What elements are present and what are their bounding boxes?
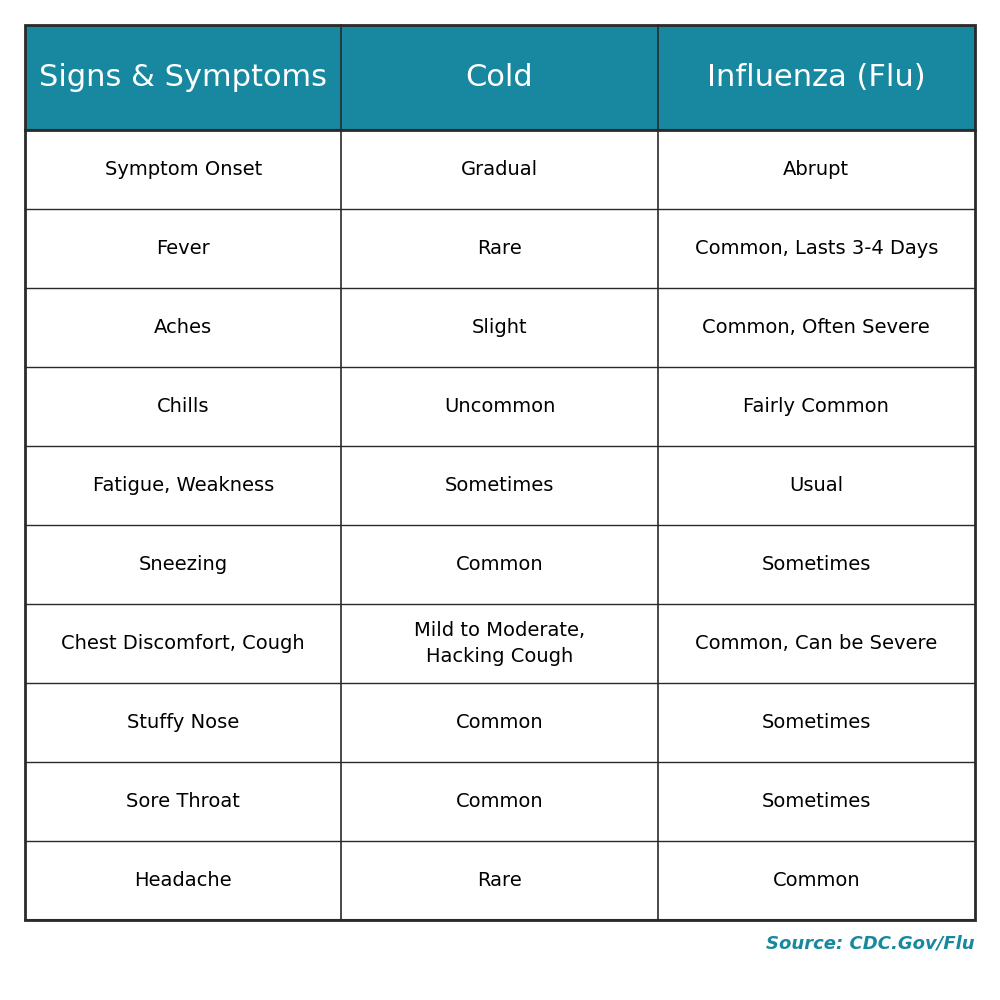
Text: Common, Often Severe: Common, Often Severe	[702, 318, 930, 337]
Text: Common, Lasts 3-4 Days: Common, Lasts 3-4 Days	[695, 239, 938, 258]
Text: Cold: Cold	[466, 63, 533, 92]
Text: Common: Common	[456, 555, 543, 574]
Text: Gradual: Gradual	[461, 160, 538, 179]
Text: Source: CDC.Gov/Flu: Source: CDC.Gov/Flu	[766, 935, 975, 953]
Text: Common: Common	[456, 713, 543, 732]
Text: Symptom Onset: Symptom Onset	[105, 160, 262, 179]
Bar	[25, 130, 975, 920]
Text: Aches: Aches	[154, 318, 212, 337]
Text: Headache: Headache	[134, 871, 232, 890]
Text: Sometimes: Sometimes	[762, 555, 871, 574]
Text: Stuffy Nose: Stuffy Nose	[127, 713, 239, 732]
Text: Usual: Usual	[789, 476, 843, 495]
Text: Signs & Symptoms: Signs & Symptoms	[39, 63, 327, 92]
Text: Sometimes: Sometimes	[445, 476, 554, 495]
Text: Sometimes: Sometimes	[762, 713, 871, 732]
Text: Fairly Common: Fairly Common	[743, 397, 889, 416]
Text: Slight: Slight	[472, 318, 527, 337]
Text: Common, Can be Severe: Common, Can be Severe	[695, 634, 937, 653]
Text: Rare: Rare	[477, 871, 522, 890]
Text: Sneezing: Sneezing	[139, 555, 228, 574]
Text: Uncommon: Uncommon	[444, 397, 555, 416]
Text: Influenza (Flu): Influenza (Flu)	[707, 63, 926, 92]
Text: Mild to Moderate,
Hacking Cough: Mild to Moderate, Hacking Cough	[414, 621, 585, 666]
Text: Abrupt: Abrupt	[783, 160, 849, 179]
Text: Sometimes: Sometimes	[762, 792, 871, 811]
Text: Fever: Fever	[156, 239, 210, 258]
Text: Common: Common	[773, 871, 860, 890]
Text: Common: Common	[456, 792, 543, 811]
Text: Chills: Chills	[157, 397, 209, 416]
Text: Chest Discomfort, Cough: Chest Discomfort, Cough	[61, 634, 305, 653]
Text: Rare: Rare	[477, 239, 522, 258]
Text: Fatigue, Weakness: Fatigue, Weakness	[93, 476, 274, 495]
Bar	[25, 25, 975, 920]
Text: Sore Throat: Sore Throat	[126, 792, 240, 811]
Bar	[25, 25, 975, 130]
